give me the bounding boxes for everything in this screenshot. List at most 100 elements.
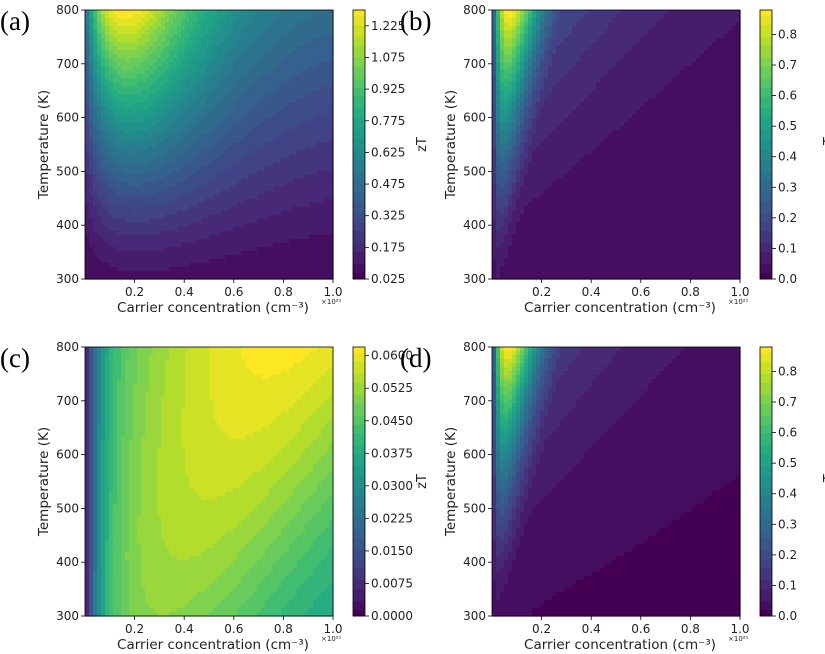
heatmap-cell [229,138,234,144]
heatmap-cell [193,54,198,59]
heatmap-cell [181,226,186,232]
heatmap-cell [185,166,190,172]
heatmap-cell [185,50,190,55]
heatmap-cell [313,226,318,232]
heatmap-cell [105,42,110,47]
heatmap-cell [133,206,138,212]
heatmap-cell [297,14,302,19]
heatmap-cell [85,162,90,168]
heatmap-cell [85,34,90,39]
heatmap-cell [221,82,226,87]
heatmap-cell [293,174,298,180]
heatmap-cell [153,54,158,59]
heatmap-cell [201,254,206,260]
heatmap-cell [89,82,94,87]
heatmap-cell [233,26,238,31]
heatmap-cell [113,54,118,59]
heatmap-cell [129,110,134,115]
heatmap-cell [496,46,501,51]
heatmap-cell [512,94,517,99]
heatmap-cell [245,230,250,236]
heatmap-cell [101,242,106,248]
heatmap-cell [225,126,230,132]
heatmap-cell [85,58,90,63]
heatmap-cell [169,154,174,160]
heatmap-cell [97,202,102,208]
heatmap-cell [101,26,106,31]
heatmap-cell [209,170,214,176]
heatmap-cell [217,182,222,188]
heatmap-cell [141,62,146,67]
heatmap-cell [297,246,302,252]
heatmap-cell [121,66,126,71]
heatmap-cell [285,106,290,111]
heatmap-cell [177,98,182,103]
heatmap-cell [149,126,154,132]
heatmap-cell [273,246,278,252]
heatmap-cell [181,194,186,200]
heatmap-cell [293,10,298,15]
heatmap-cell [121,54,126,59]
heatmap-cell [301,242,306,248]
heatmap-cell [261,18,266,23]
heatmap-cell [161,234,166,240]
heatmap-cell [317,162,322,168]
heatmap-cell [233,226,238,232]
heatmap-cell [524,238,529,244]
heatmap-cell [197,198,202,204]
heatmap-cell [209,90,214,95]
heatmap-cell [508,54,513,59]
heatmap-cell [209,114,214,119]
heatmap-cell [189,118,194,124]
heatmap-cell [528,194,533,200]
heatmap-cell [229,150,234,156]
heatmap-cell [317,14,322,19]
heatmap-cell [173,166,178,172]
colorbar-band [353,78,365,83]
heatmap-cell [185,262,190,268]
heatmap-cell [153,122,158,128]
heatmap-cell [189,206,194,212]
heatmap-cell [245,82,250,87]
heatmap-cell [117,158,122,164]
heatmap-cell [500,10,505,15]
heatmap-cell [189,126,194,132]
heatmap-cell [528,14,533,19]
heatmap-cell [273,182,278,188]
heatmap-cell [85,258,90,264]
colorbar-band [353,261,365,265]
heatmap-cell [129,46,134,51]
heatmap-cell [269,230,274,236]
heatmap-cell [129,54,134,59]
heatmap-cell [181,54,186,59]
heatmap-cell [133,62,138,67]
heatmap-cell [273,270,278,276]
heatmap-cell [492,162,497,168]
heatmap-cell [516,122,521,128]
heatmap-cell [169,262,174,268]
heatmap-cell [253,58,258,63]
heatmap-cell [265,198,270,204]
heatmap-cell [145,82,150,87]
heatmap-cell [205,202,210,208]
heatmap-cell [133,46,138,51]
heatmap-cell [241,130,246,136]
heatmap-cell [89,262,94,268]
heatmap-cell [512,266,517,272]
heatmap-cell [297,22,302,27]
heatmap-cell [496,22,501,27]
heatmap-cell [141,222,146,228]
heatmap-cell [153,78,158,83]
heatmap-cell [508,182,513,188]
heatmap-cell [217,94,222,99]
heatmap-cell [173,230,178,236]
heatmap-cell [269,26,274,31]
heatmap-cell [177,178,182,184]
heatmap-cell [85,154,90,160]
heatmap-cell [209,266,214,272]
heatmap-cell [141,274,146,280]
heatmap-cell [161,34,166,39]
heatmap-cell [229,38,234,43]
heatmap-cell [113,166,118,172]
heatmap-cells [85,10,334,280]
